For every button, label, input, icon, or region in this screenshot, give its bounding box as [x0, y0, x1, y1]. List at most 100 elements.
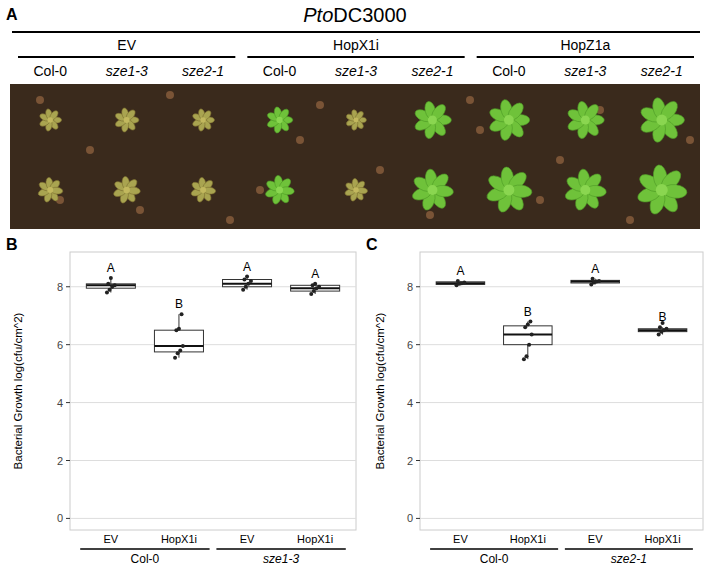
- plant: [114, 107, 139, 132]
- x-tick-label: EV: [453, 533, 468, 545]
- point: [525, 354, 529, 358]
- significance-letter: A: [243, 260, 251, 274]
- soil-speck: [296, 136, 304, 144]
- point: [109, 276, 113, 280]
- soil-speck: [316, 101, 324, 109]
- group-label: sze1-3: [263, 552, 299, 566]
- box: [154, 330, 203, 352]
- y-tick-label: 0: [407, 512, 413, 524]
- rosette-center: [504, 115, 514, 125]
- plant: [37, 177, 63, 203]
- plant: [266, 106, 293, 133]
- plant: [345, 109, 366, 131]
- significance-letter: A: [107, 261, 115, 275]
- plant: [566, 100, 604, 139]
- point: [597, 279, 601, 283]
- plant: [344, 178, 368, 202]
- panel-title: PtoDC3000: [303, 4, 406, 26]
- y-tick: [66, 344, 70, 345]
- significance-letter: B: [524, 305, 532, 319]
- point: [527, 343, 531, 347]
- median: [504, 334, 553, 336]
- y-tick-label: 2: [57, 455, 63, 467]
- group-rule: [80, 548, 209, 550]
- treatment-label: HopX1i: [333, 37, 379, 53]
- point: [658, 325, 662, 329]
- y-tick-label: 2: [407, 455, 413, 467]
- plant: [413, 100, 451, 139]
- soil-speck: [426, 211, 434, 219]
- soil-speck: [166, 91, 174, 99]
- box-chart: B02468Bacterial Growth log(cfu/cm^2)AEVB…: [6, 236, 356, 566]
- rosette-center: [580, 185, 590, 195]
- genotype-label: sze1-3: [335, 63, 377, 79]
- point: [462, 280, 466, 284]
- plant-photo: [10, 84, 700, 229]
- box: [86, 284, 135, 288]
- rosette-center: [124, 117, 130, 123]
- x-tick-label: EV: [240, 533, 255, 545]
- grid-line: [70, 402, 356, 403]
- point: [528, 320, 532, 324]
- genotype-label: sze1-3: [564, 63, 606, 79]
- significance-letter: A: [456, 264, 464, 278]
- soil-speck: [226, 216, 234, 224]
- title-italic: Pto: [303, 4, 333, 26]
- soil-speck: [556, 156, 564, 164]
- point: [664, 327, 668, 331]
- rosette-center: [200, 187, 206, 193]
- grid-line: [420, 402, 703, 403]
- x-tick-label: HopX1i: [510, 533, 546, 545]
- point: [178, 348, 182, 352]
- y-tick-label: 6: [57, 339, 63, 351]
- grid-line: [420, 344, 703, 345]
- box: [436, 282, 485, 285]
- group-rule: [216, 548, 345, 550]
- marks: [436, 277, 687, 362]
- treatment-rule: [247, 56, 464, 58]
- y-tick: [66, 518, 70, 519]
- soil-speck: [86, 146, 94, 154]
- significance-letter: B: [659, 310, 667, 324]
- point: [177, 327, 181, 331]
- soil-speck: [136, 206, 144, 214]
- point: [530, 333, 534, 337]
- soil-speck: [626, 216, 634, 224]
- x-tick-label: EV: [104, 533, 119, 545]
- plant: [39, 108, 62, 131]
- plot-frame: [70, 252, 356, 530]
- plant: [113, 176, 141, 204]
- plant: [488, 98, 530, 141]
- y-tick: [66, 402, 70, 403]
- treatment-label: HopZ1a: [560, 37, 610, 53]
- plot-frame: [420, 252, 703, 530]
- median: [291, 287, 340, 289]
- rosette-center: [428, 116, 437, 125]
- grid-line: [420, 460, 703, 461]
- rosette-center: [47, 187, 53, 193]
- treatment-rule: [18, 56, 235, 58]
- box: [571, 280, 620, 283]
- panel-label: C: [366, 236, 378, 253]
- soil-speck: [476, 126, 484, 134]
- genotype-label: sze1-3: [106, 63, 148, 79]
- plant: [639, 97, 685, 144]
- y-tick: [416, 402, 420, 403]
- rosette-center: [276, 187, 283, 194]
- y-tick-label: 8: [57, 281, 63, 293]
- box: [638, 329, 687, 332]
- marks: [86, 275, 339, 360]
- rosette-center: [581, 116, 590, 125]
- y-tick: [66, 286, 70, 287]
- genotype-label: sze2-1: [641, 63, 683, 79]
- x-tick-label: EV: [588, 533, 603, 545]
- median: [154, 345, 203, 347]
- genotype-label: Col-0: [492, 63, 526, 79]
- rosette-center: [427, 185, 437, 195]
- title-rule: [12, 31, 700, 33]
- point: [173, 356, 177, 360]
- plant: [636, 164, 688, 216]
- soil-speck: [376, 166, 384, 174]
- point: [106, 282, 110, 286]
- point: [249, 279, 253, 283]
